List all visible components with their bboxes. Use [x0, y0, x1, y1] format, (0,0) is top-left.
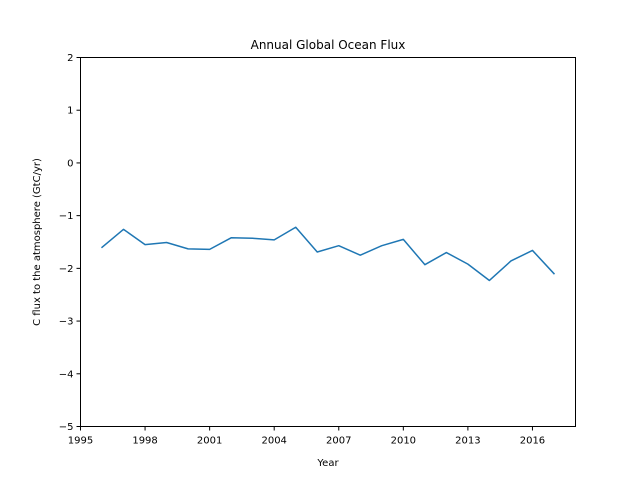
x-tick-label: 1995 — [68, 436, 93, 447]
y-axis-ticks: −5 −4 −3 −2 −1 0 1 2 — [59, 53, 81, 433]
y-tick-label: −2 — [59, 264, 74, 275]
series-line — [100, 226, 556, 282]
y-tick-label: 2 — [67, 53, 73, 64]
y-tick-label: −1 — [59, 211, 74, 222]
x-tick-label: 2004 — [261, 436, 286, 447]
x-tick-label: 2010 — [391, 436, 416, 447]
y-tick-label: 1 — [67, 106, 73, 117]
x-tick-label: 2016 — [520, 436, 545, 447]
x-tick-label: 1998 — [132, 436, 157, 447]
y-axis-label: C flux to the atmosphere (GtC/yr) — [32, 158, 43, 326]
axes-frame — [80, 57, 576, 427]
x-tick-label: 2013 — [455, 436, 480, 447]
x-axis-label: Year — [316, 458, 339, 469]
series-layer — [100, 226, 556, 282]
y-tick-label: 0 — [67, 158, 73, 169]
x-axis-ticks: 1995 1998 2001 2004 2007 2010 2013 2016 — [68, 426, 545, 447]
chart-title: Annual Global Ocean Flux — [251, 38, 406, 52]
y-tick-label: −4 — [59, 369, 74, 380]
y-tick-label: −3 — [59, 317, 74, 328]
x-tick-label: 2007 — [326, 436, 351, 447]
x-tick-label: 2001 — [197, 436, 222, 447]
y-tick-label: −5 — [59, 422, 74, 433]
